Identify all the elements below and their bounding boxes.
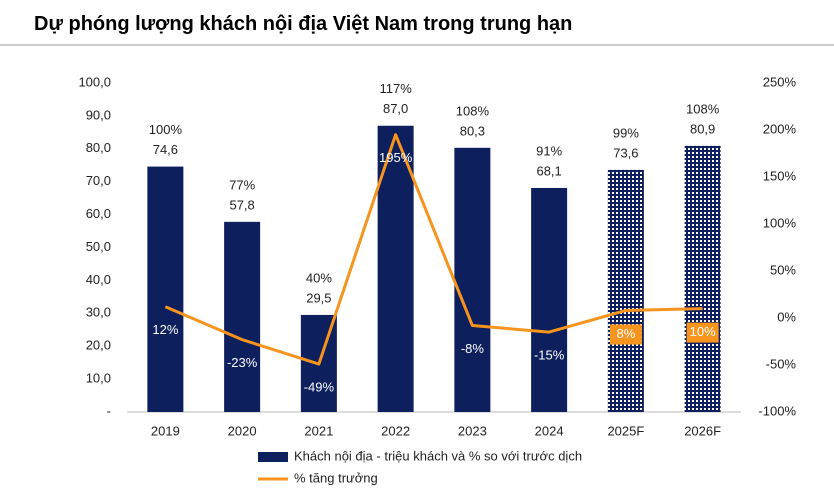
bar-annotation: 77% [229, 177, 255, 192]
x-tick-label: 2020 [228, 423, 257, 438]
label-box [609, 324, 642, 345]
x-tick-label: 2024 [535, 423, 564, 438]
bar [607, 169, 644, 412]
bar-value-label: 87,0 [383, 101, 408, 116]
line-value-label: 12% [152, 322, 178, 337]
line [164, 133, 703, 366]
line-value-label: 8% [616, 326, 635, 341]
line-value-label: -49% [304, 379, 335, 394]
bar-annotation: 91% [536, 143, 562, 158]
bar [224, 221, 261, 412]
bar [684, 145, 721, 413]
line-value-label: -23% [227, 355, 258, 370]
y-tick-label: 80,0 [86, 140, 111, 155]
bar-value-label: 57,8 [229, 197, 254, 212]
line-value-label: 195% [379, 150, 413, 165]
bar [454, 147, 491, 413]
y-tick-label: 30,0 [86, 305, 111, 320]
y2-tick-label: 50% [770, 262, 796, 277]
bar [531, 187, 568, 412]
x-tick-label: 2025F [607, 423, 644, 438]
chart-title: Dự phóng lượng khách nội địa Việt Nam tr… [34, 13, 572, 35]
y2-tick-label: -100% [758, 403, 796, 418]
bar-annotation: 117% [379, 81, 412, 96]
y-tick-label: 90,0 [86, 107, 111, 122]
y2-tick-label: 150% [763, 168, 797, 183]
legend-label: % tăng trưởng [294, 470, 378, 485]
bar-annotation: 108% [686, 101, 720, 116]
y-tick-label: 10,0 [86, 371, 111, 386]
y2-tick-label: -50% [766, 356, 797, 371]
legend-label: Khách nội địa - triệu khách và % so với … [294, 448, 582, 463]
bar-value-label: 73,6 [613, 145, 638, 160]
label-box [686, 322, 719, 343]
y-tick-label: - [107, 403, 111, 418]
y-tick-label: 70,0 [86, 173, 111, 188]
bar-annotation: 99% [613, 125, 639, 140]
y-tick-label: 50,0 [86, 239, 111, 254]
line-value-label: 10% [690, 324, 716, 339]
bar-value-label: 68,1 [536, 163, 561, 178]
y2-tick-label: 200% [763, 121, 797, 136]
x-tick-label: 2026F [684, 423, 721, 438]
bar-value-label: 80,9 [690, 121, 715, 136]
y-tick-label: 60,0 [86, 206, 111, 221]
bar-annotation: 40% [306, 270, 332, 285]
x-tick-label: 2022 [381, 423, 410, 438]
y-tick-label: 100,0 [78, 74, 111, 89]
bar-value-label: 74,6 [153, 142, 178, 157]
x-tick-label: 2021 [304, 423, 333, 438]
y2-tick-label: 0% [777, 309, 796, 324]
y2-tick-label: 250% [763, 74, 797, 89]
bar-value-label: 80,3 [460, 123, 485, 138]
y2-tick-label: 100% [763, 215, 797, 230]
x-tick-label: 2019 [151, 423, 180, 438]
bar-annotation: 108% [456, 103, 490, 118]
line-value-label: -15% [534, 348, 565, 363]
bar-value-label: 29,5 [306, 290, 331, 305]
legend-swatch [258, 452, 288, 462]
y-tick-label: 20,0 [86, 338, 111, 353]
x-tick-label: 2023 [458, 423, 487, 438]
line-value-label: -8% [461, 341, 485, 356]
bar-annotation: 100% [149, 122, 183, 137]
y-tick-label: 40,0 [86, 272, 111, 287]
bar [147, 166, 184, 412]
